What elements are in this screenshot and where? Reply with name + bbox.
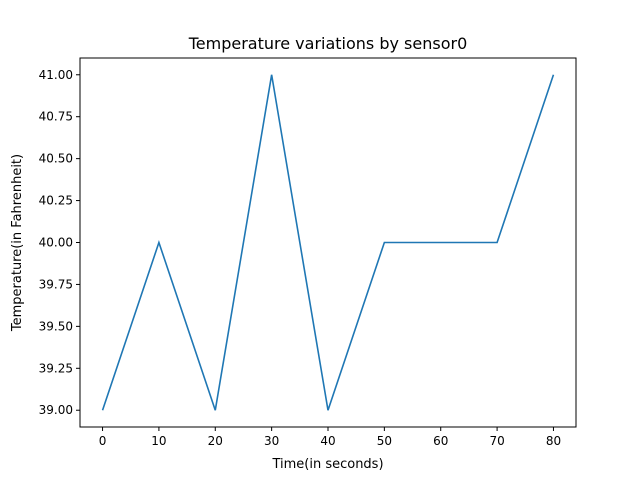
x-tick-label: 50 <box>377 434 392 448</box>
x-tick-label: 40 <box>320 434 335 448</box>
series-line <box>101 74 555 411</box>
y-tick-label: 40.25 <box>39 194 73 208</box>
plot-area <box>101 74 555 411</box>
x-tick-label: 0 <box>99 434 107 448</box>
x-tick-label: 20 <box>208 434 223 448</box>
y-tick-label: 39.75 <box>39 277 73 291</box>
x-axis-label: Time(in seconds) <box>271 457 383 472</box>
y-tick-label: 39.50 <box>39 319 73 333</box>
y-tick-label: 39.25 <box>39 361 73 375</box>
y-tick-label: 41.00 <box>39 68 73 82</box>
y-tick-label: 40.50 <box>39 152 73 166</box>
y-axis-label: Temperature(in Fahrenheit) <box>10 154 25 332</box>
y-tick-label: 39.00 <box>39 403 73 417</box>
y-axis-ticks: 39.00 39.25 39.50 39.75 40.00 40.25 40.50 40.75… <box>39 68 80 417</box>
axes-frame <box>79 57 577 428</box>
x-tick-label: 10 <box>151 434 166 448</box>
x-tick-label: 60 <box>433 434 448 448</box>
x-tick-label: 80 <box>546 434 561 448</box>
y-tick-label: 40.00 <box>39 236 73 250</box>
y-tick-label: 40.75 <box>39 110 73 124</box>
x-tick-label: 70 <box>489 434 504 448</box>
x-axis-ticks: 0 10 20 30 40 50 60 70 80 <box>99 427 561 448</box>
chart-title: Temperature variations by sensor0 <box>188 34 468 53</box>
x-tick-label: 30 <box>264 434 279 448</box>
